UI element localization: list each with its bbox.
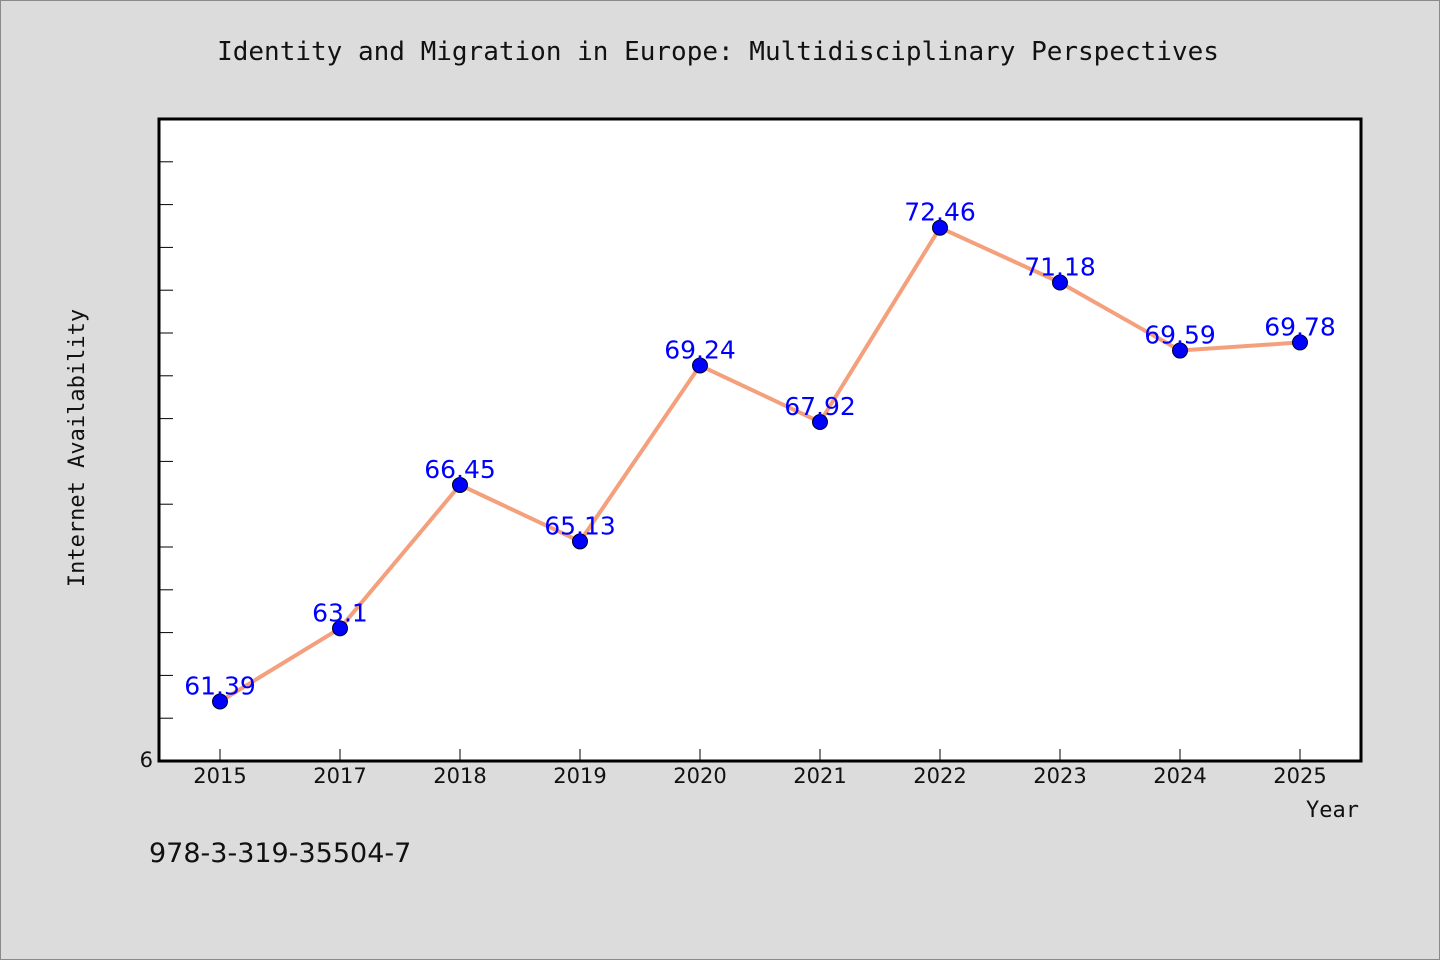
data-label: 69.78 bbox=[1264, 312, 1336, 341]
y-tick-label: 6 bbox=[140, 748, 153, 772]
chart-title: Identity and Migration in Europe: Multid… bbox=[217, 37, 1219, 67]
data-label: 63.1 bbox=[312, 598, 368, 627]
data-label: 71.18 bbox=[1024, 252, 1096, 281]
series-group bbox=[212, 219, 1308, 710]
x-tick-label: 2017 bbox=[313, 764, 366, 788]
data-point bbox=[212, 693, 228, 710]
x-tick-label: 2023 bbox=[1033, 764, 1086, 788]
data-point bbox=[1292, 334, 1308, 351]
x-tick-label: 2024 bbox=[1153, 764, 1206, 788]
x-tick-label: 2019 bbox=[553, 764, 606, 788]
x-axis-label: Year bbox=[1306, 798, 1359, 823]
data-label: 66.45 bbox=[424, 455, 496, 484]
data-label: 65.13 bbox=[544, 511, 616, 540]
y-axis-label: Internet Availability bbox=[65, 309, 90, 587]
data-point bbox=[332, 620, 348, 637]
y-axis-ticks: 6 bbox=[140, 161, 173, 772]
series-line bbox=[218, 225, 1302, 704]
x-tick-label: 2020 bbox=[673, 764, 726, 788]
data-point bbox=[572, 533, 588, 550]
x-tick-label: 2018 bbox=[433, 764, 486, 788]
data-point bbox=[452, 476, 468, 493]
x-tick-label: 2015 bbox=[193, 764, 246, 788]
plot-area bbox=[157, 117, 1363, 763]
isbn-text: 978-3-319-35504-7 bbox=[149, 838, 411, 869]
x-tick-label: 2021 bbox=[793, 764, 846, 788]
x-tick-label: 2022 bbox=[913, 764, 966, 788]
data-label: 69.24 bbox=[664, 336, 736, 365]
x-axis-ticks: 2015 2017 2018 2019 2020 2021 2022 2023 2024 2025 bbox=[193, 749, 1327, 788]
data-point bbox=[932, 219, 948, 236]
data-label: 67.92 bbox=[784, 392, 856, 421]
data-label: 72.46 bbox=[904, 198, 976, 227]
data-label-group: 61.39 63.1 66.45 65.13 69.24 67.92 72.46 71.18 6… bbox=[184, 198, 1336, 701]
data-point bbox=[1052, 274, 1068, 291]
data-label: 69.59 bbox=[1144, 321, 1216, 350]
data-point bbox=[812, 414, 828, 431]
data-label: 61.39 bbox=[184, 672, 256, 701]
data-point bbox=[692, 357, 708, 374]
x-tick-label: 2025 bbox=[1273, 764, 1326, 788]
data-point bbox=[1172, 342, 1188, 359]
